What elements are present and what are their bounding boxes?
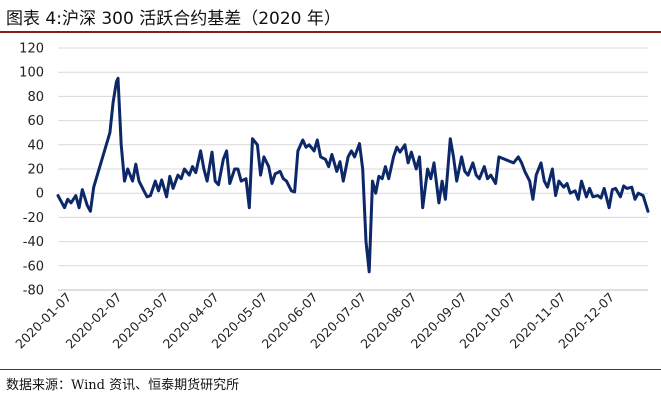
y-tick-label: -60 — [23, 259, 44, 274]
y-axis: 120 100 80 60 40 20 0 -20 -40 -60 -80 — [19, 42, 44, 299]
y-tick-label: 40 — [27, 138, 44, 153]
y-tick-label: 80 — [27, 90, 44, 105]
source-note: 数据来源：Wind 资讯、恒泰期货研究所 — [6, 378, 240, 393]
series-line — [56, 76, 650, 274]
chart-title: 图表 4:沪深 300 活跃合约基差（2020 年） — [6, 9, 341, 29]
y-tick-label: 60 — [27, 114, 44, 129]
y-tick-label: 120 — [19, 42, 44, 57]
y-tick-label: -40 — [23, 235, 44, 250]
y-tick-label: 0 — [36, 187, 44, 202]
y-tick-label: 100 — [19, 66, 44, 81]
basis-line-chart: 120 100 80 60 40 20 0 -20 -40 -60 -80 2020-01-0720… — [12, 42, 650, 351]
y-tick-label: -80 — [23, 284, 44, 299]
y-tick-label: -20 — [23, 211, 44, 226]
title-divider — [0, 31, 661, 33]
source-divider — [0, 369, 661, 370]
x-axis: 2020-01-072020-02-072020-03-072020-04-07… — [12, 289, 648, 351]
y-tick-label: 20 — [27, 163, 44, 178]
grid-lines — [58, 47, 648, 291]
